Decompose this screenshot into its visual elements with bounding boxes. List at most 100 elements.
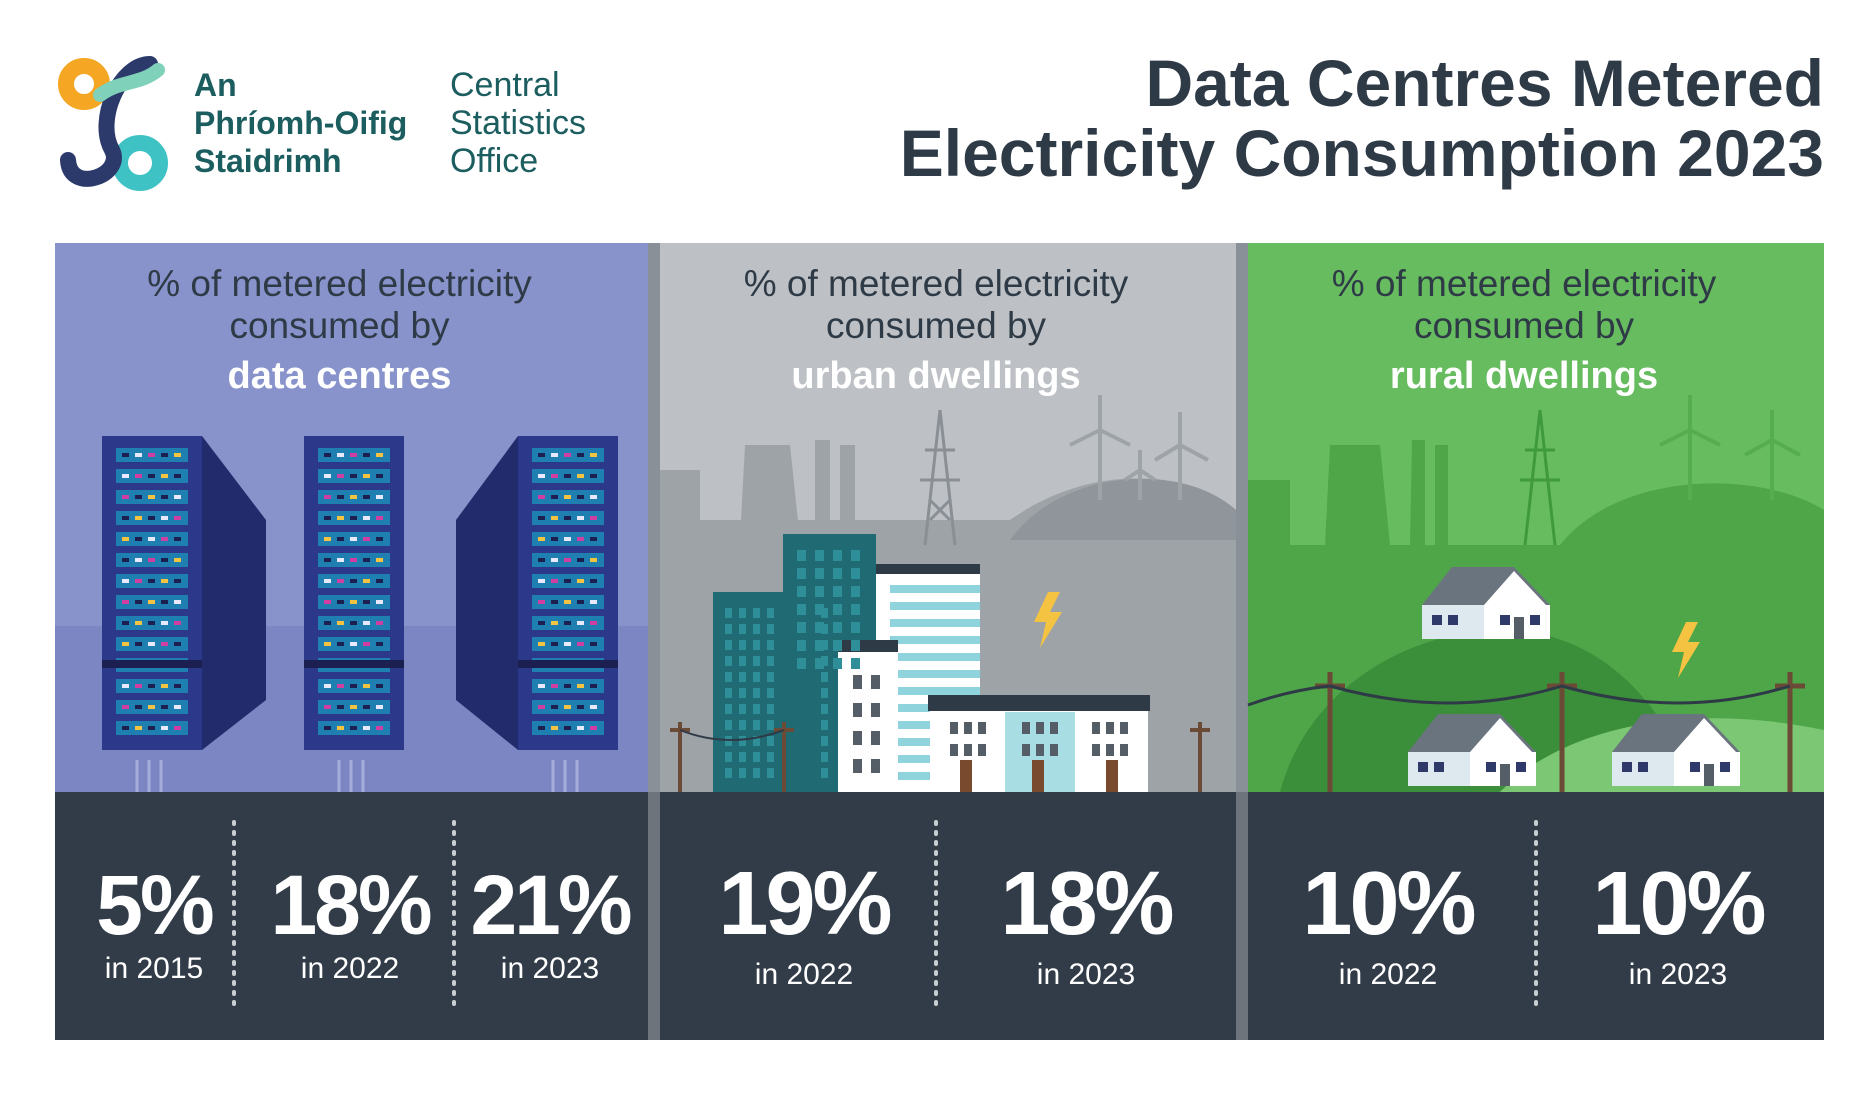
stat-value: 21% xyxy=(470,858,630,952)
window xyxy=(739,608,746,618)
window xyxy=(725,640,732,650)
rack-front xyxy=(518,436,618,750)
window xyxy=(1432,615,1442,625)
rack-light xyxy=(174,537,181,541)
house xyxy=(1612,714,1740,786)
rack-light xyxy=(337,726,344,730)
highlight: urban dwellings xyxy=(791,355,1080,397)
rack-light xyxy=(551,537,558,541)
rack-light xyxy=(161,684,168,688)
window xyxy=(797,568,806,579)
window xyxy=(767,720,774,730)
window xyxy=(1690,762,1700,772)
window xyxy=(797,586,806,597)
window xyxy=(1516,762,1526,772)
rack-light xyxy=(551,621,558,625)
power-lines xyxy=(670,722,1210,792)
rack-light xyxy=(363,726,370,730)
rack-light xyxy=(148,516,155,520)
gable xyxy=(1674,718,1736,752)
rack-light xyxy=(350,705,357,709)
rack-light xyxy=(376,579,383,583)
rack-light xyxy=(324,705,331,709)
rack-light xyxy=(363,516,370,520)
stat-value: 19% xyxy=(718,854,890,954)
rack-light xyxy=(350,579,357,583)
window xyxy=(833,586,842,597)
window xyxy=(1638,762,1648,772)
rack-light xyxy=(122,642,129,646)
house xyxy=(1422,567,1550,639)
logo-english: Office xyxy=(450,142,538,180)
rack-light xyxy=(122,495,129,499)
rack-light xyxy=(376,642,383,646)
rack-light xyxy=(324,642,331,646)
caption: % of metered electricity xyxy=(1332,263,1717,304)
window xyxy=(725,608,732,618)
rack-light xyxy=(324,516,331,520)
window xyxy=(851,568,860,579)
rack-light xyxy=(324,726,331,730)
rack-light xyxy=(135,516,142,520)
rack-light xyxy=(376,684,383,688)
rack-light xyxy=(135,726,142,730)
window xyxy=(1448,615,1458,625)
rack-light xyxy=(376,495,383,499)
window xyxy=(753,624,760,634)
stripe xyxy=(890,619,980,627)
rack-light xyxy=(564,474,571,478)
window xyxy=(797,640,806,651)
server-rack xyxy=(102,436,266,792)
rack-light xyxy=(376,516,383,520)
rack-light xyxy=(590,621,597,625)
window xyxy=(753,688,760,698)
rack-light xyxy=(148,600,155,604)
window xyxy=(853,703,862,717)
rack-light xyxy=(337,558,344,562)
stat-year: in 2023 xyxy=(1037,958,1135,991)
logo-irish: Staidrimh xyxy=(194,143,342,179)
window xyxy=(739,656,746,666)
rack-light xyxy=(350,642,357,646)
house xyxy=(1408,714,1536,786)
window xyxy=(978,744,986,756)
window xyxy=(1022,744,1030,756)
rack-light xyxy=(135,705,142,709)
rack-light xyxy=(350,537,357,541)
highlight: data centres xyxy=(228,355,452,397)
window xyxy=(739,768,746,778)
rack-light xyxy=(174,642,181,646)
door xyxy=(1500,764,1510,786)
window xyxy=(753,672,760,682)
window xyxy=(797,658,806,669)
rack-light xyxy=(337,579,344,583)
window xyxy=(815,640,824,651)
window xyxy=(851,586,860,597)
window xyxy=(851,622,860,633)
rack-light xyxy=(363,558,370,562)
divider xyxy=(648,792,660,1040)
stripe xyxy=(890,636,980,644)
rack-light xyxy=(337,537,344,541)
window xyxy=(950,744,958,756)
window xyxy=(1106,744,1114,756)
rack-light xyxy=(590,726,597,730)
rack-light xyxy=(564,726,571,730)
window xyxy=(767,752,774,762)
caption: consumed by xyxy=(826,305,1047,346)
gable xyxy=(1470,718,1532,752)
rack-light xyxy=(363,705,370,709)
rack-light xyxy=(363,537,370,541)
rack-light xyxy=(551,642,558,646)
stat-year: in 2022 xyxy=(1339,958,1437,991)
rack-light xyxy=(350,684,357,688)
window xyxy=(821,736,828,746)
rack-light xyxy=(148,579,155,583)
rack-light xyxy=(350,516,357,520)
rack-light xyxy=(376,558,383,562)
rack-front xyxy=(304,436,404,750)
rack-light xyxy=(174,579,181,583)
window xyxy=(739,704,746,714)
window xyxy=(767,704,774,714)
